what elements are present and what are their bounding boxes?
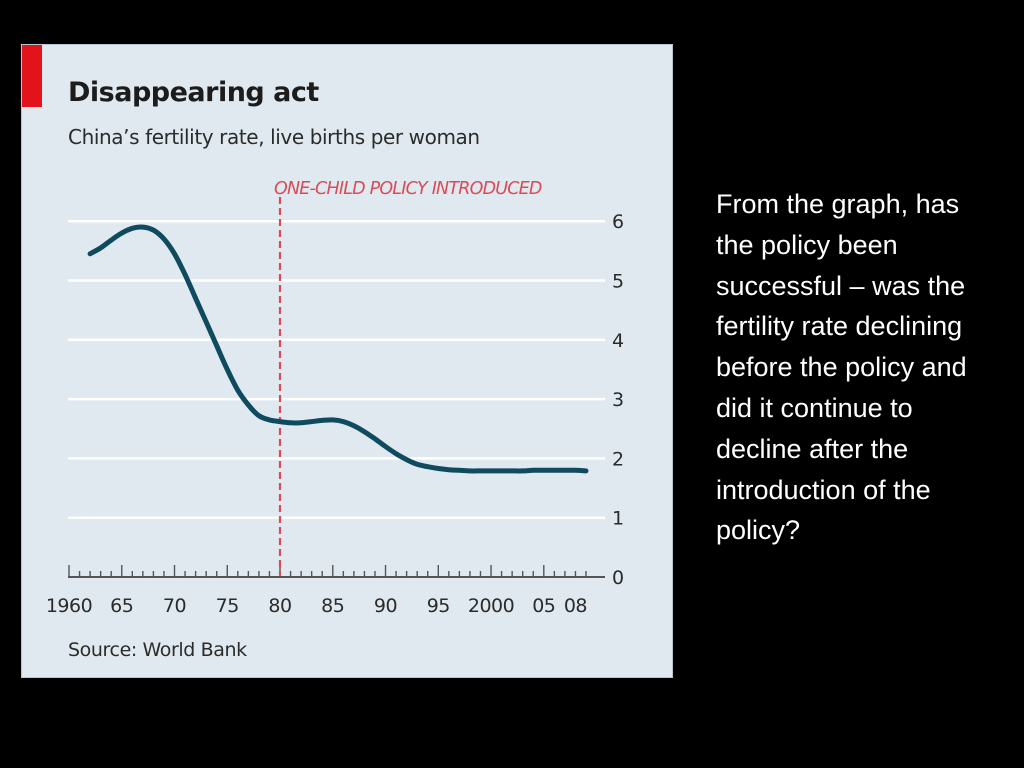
chart-panel: Disappearing act China’s fertility rate,… (21, 44, 673, 678)
source-note: Source: World Bank (68, 639, 247, 661)
y-tick-label: 5 (612, 271, 624, 293)
x-tick-label: 95 (427, 595, 450, 617)
y-tick-label: 2 (612, 448, 624, 470)
x-tick-label: 2000 (468, 595, 514, 617)
x-tick-label: 90 (374, 595, 397, 617)
x-tick-label: 70 (163, 595, 186, 617)
fertility-rate-line (87, 224, 589, 474)
y-tick-label: 0 (612, 567, 624, 589)
x-tick-label: 85 (321, 595, 344, 617)
y-tick-label: 1 (612, 508, 624, 530)
chart-subtitle: China’s fertility rate, live births per … (68, 125, 480, 149)
x-tick-label: 75 (216, 595, 239, 617)
x-tick-label: 65 (110, 595, 133, 617)
x-tick-label: 05 (532, 595, 555, 617)
x-tick-label: 1960 (46, 595, 92, 617)
policy-annotation-label: ONE-CHILD POLICY INTRODUCED (274, 179, 542, 199)
y-tick-label: 4 (612, 330, 624, 352)
y-tick-label: 6 (612, 211, 624, 233)
x-tick-label: 80 (268, 595, 291, 617)
y-tick-label: 3 (612, 389, 624, 411)
line-chart: 0 1 2 3 4 5 6 1960 65 70 75 80 85 90 95 2000 05 08 ONE-CHI… (46, 179, 624, 617)
chart-title: Disappearing act (68, 77, 319, 108)
question-text: From the graph, has the policy been succ… (716, 189, 967, 546)
x-tick-label: 08 (564, 595, 587, 617)
accent-bar (22, 45, 42, 107)
